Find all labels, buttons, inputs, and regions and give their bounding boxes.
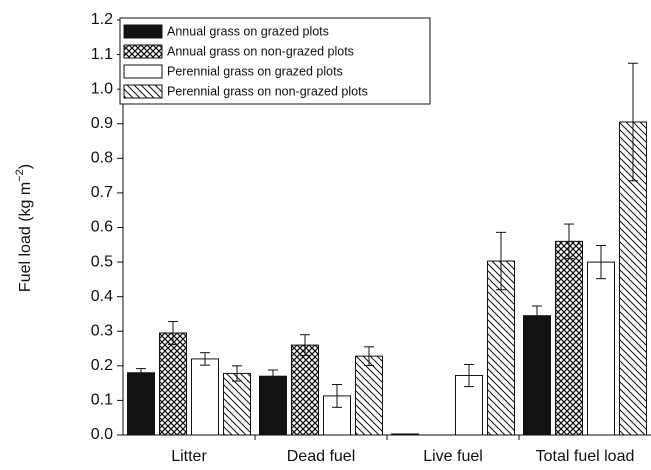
y-axis-label: Fuel load (kg m−2)	[14, 164, 34, 292]
x-tick-label: Litter	[171, 448, 207, 465]
legend-swatch	[123, 44, 163, 59]
error-bar	[532, 305, 542, 326]
bar	[291, 344, 319, 436]
legend-swatch	[123, 64, 163, 79]
y-label-exponent: −2	[14, 169, 26, 182]
bar	[127, 372, 155, 436]
y-tick-label: 1.2	[91, 11, 113, 28]
y-tick-label: 0.9	[91, 115, 113, 132]
bar	[159, 332, 187, 436]
y-tick-label: 0.1	[91, 392, 113, 409]
legend-box	[119, 17, 431, 105]
bar	[223, 372, 251, 436]
x-tick-label: Dead fuel	[287, 448, 356, 465]
error-bar	[168, 321, 178, 345]
legend-label: Annual grass on grazed plots	[167, 24, 329, 38]
bar	[523, 315, 551, 436]
legend-swatch	[123, 24, 163, 39]
bar	[355, 355, 383, 436]
y-tick-label: 0.6	[91, 219, 113, 236]
legend-label: Perennial grass on grazed plots	[167, 64, 343, 78]
bar	[259, 375, 287, 436]
y-tick-label: 1.1	[91, 46, 113, 63]
error-bar	[300, 334, 310, 356]
legend-label: Perennial grass on non-grazed plots	[167, 84, 368, 98]
y-tick-label: 0.7	[91, 184, 113, 201]
error-bar	[628, 62, 638, 182]
y-tick-label: 1.0	[91, 80, 113, 97]
y-tick-label: 0.8	[91, 150, 113, 167]
error-bar	[200, 352, 210, 366]
y-tick-label: 0.3	[91, 322, 113, 339]
error-bar	[136, 368, 146, 378]
y-tick-label: 0.2	[91, 357, 113, 374]
error-bar	[496, 231, 506, 291]
error-bar	[332, 384, 342, 408]
bar	[191, 358, 219, 436]
x-tick-label: Total fuel load	[536, 448, 635, 465]
legend-label: Annual grass on non-grazed plots	[167, 44, 354, 58]
x-tick-label: Live fuel	[423, 448, 483, 465]
error-bar	[232, 365, 242, 382]
y-label-close: )	[17, 164, 34, 169]
error-bar	[596, 244, 606, 280]
error-bar	[364, 346, 374, 366]
error-bar	[464, 363, 474, 388]
bar	[391, 433, 419, 436]
y-tick-label: 0.0	[91, 426, 113, 443]
error-bar	[268, 369, 278, 383]
bar	[555, 240, 583, 436]
y-label-main: Fuel load (kg m	[17, 182, 34, 292]
error-bar	[564, 223, 574, 260]
legend-swatch	[123, 84, 163, 99]
y-tick-label: 0.5	[91, 253, 113, 270]
bar	[587, 261, 615, 436]
y-tick-label: 0.4	[91, 288, 113, 305]
